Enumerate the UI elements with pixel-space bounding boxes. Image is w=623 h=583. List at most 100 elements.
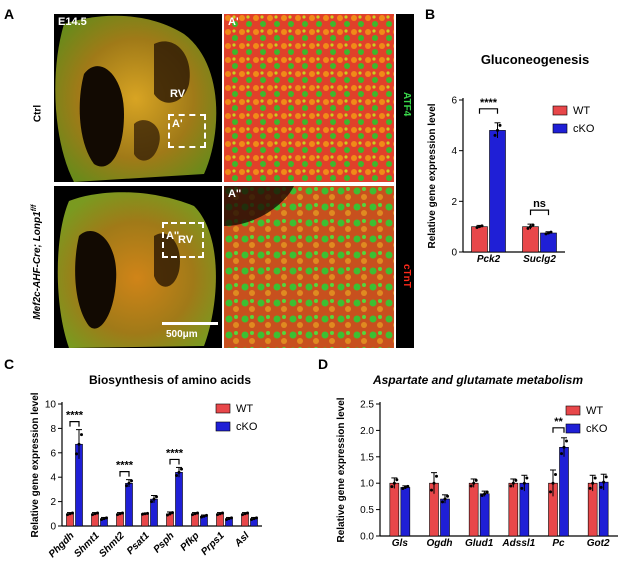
replicate-dot — [205, 513, 208, 517]
replicate-dot — [430, 488, 433, 492]
replicate-dot — [478, 225, 481, 229]
zoom-box-mutant — [162, 222, 204, 258]
replicate-dot — [246, 511, 249, 515]
replicate-dot — [141, 512, 144, 516]
x-tick-label: Glud1 — [465, 538, 494, 549]
x-tick-label: Prps1 — [199, 530, 227, 558]
replicate-dot — [221, 511, 224, 515]
legend-label-cko: cKO — [573, 123, 595, 135]
stain-label-ctnt: cTnT — [401, 264, 412, 288]
replicate-dot — [493, 133, 497, 137]
replicate-dot — [472, 481, 476, 485]
x-tick-label: Asl — [232, 530, 252, 550]
y-tick-label: 2 — [451, 197, 457, 208]
replicate-dot — [227, 517, 231, 521]
x-tick-label: Pc — [552, 538, 565, 549]
replicate-dot — [168, 512, 172, 516]
replicate-dot — [475, 226, 479, 230]
legend-swatch-cko — [215, 421, 231, 432]
legend-swatch-wt — [565, 405, 581, 416]
y-tick-label: 1.0 — [360, 479, 374, 490]
bar-cko — [440, 498, 450, 537]
bar-cko — [150, 498, 158, 527]
replicate-dot — [127, 481, 131, 485]
significance-bracket — [69, 421, 80, 427]
replicate-dot — [406, 484, 410, 488]
x-tick-label: Suclg2 — [523, 254, 556, 265]
x-tick-label: Ogdh — [426, 538, 452, 549]
zoom-label-mutant: A'' — [228, 188, 242, 200]
micrograph-ctrl-overview: E14.5 RV A' — [54, 14, 222, 182]
y-tick-label: 8 — [50, 424, 56, 435]
replicate-dot — [522, 481, 526, 485]
replicate-dot — [146, 511, 149, 515]
replicate-dot — [191, 513, 194, 517]
replicate-dot — [602, 480, 606, 484]
replicate-dot — [392, 481, 396, 485]
replicate-dot — [200, 515, 203, 519]
replicate-dot — [435, 474, 438, 478]
replicate-dot — [432, 481, 436, 485]
replicate-dot — [105, 516, 108, 520]
x-tick-label: Pck2 — [477, 254, 501, 265]
chart-title: Biosynthesis of amino acids — [89, 373, 251, 387]
replicate-dot — [216, 513, 219, 517]
chart-amino-acids: Biosynthesis of amino acids 0 2 4 6 8 10 Relati… — [30, 373, 262, 560]
significance-bracket — [552, 427, 565, 433]
replicate-dot — [155, 495, 158, 499]
legend-label-wt: WT — [236, 403, 253, 415]
significance-bracket — [119, 471, 130, 477]
replicate-dot — [250, 517, 253, 521]
panel-letter-a: A — [4, 6, 15, 22]
tissue-zoom-mutant — [224, 186, 394, 348]
bar-cko — [598, 481, 609, 537]
replicate-dot — [525, 476, 529, 480]
replicate-dot — [469, 484, 473, 488]
replicate-dot — [565, 439, 568, 443]
x-tick-label: Gls — [392, 538, 409, 549]
replicate-dot — [116, 513, 119, 517]
legend-swatch-cko — [565, 423, 581, 434]
replicate-dot — [443, 497, 447, 501]
replicate-dot — [255, 516, 258, 520]
y-tick-label: 4 — [50, 473, 56, 484]
panel-letter-d: D — [318, 356, 329, 372]
replicate-dot — [193, 512, 197, 516]
replicate-dot — [202, 514, 206, 518]
legend-label-wt: WT — [586, 405, 603, 417]
replicate-dot — [102, 517, 106, 521]
chart-title: Gluconeogenesis — [481, 52, 589, 67]
heart-section-mutant — [57, 192, 216, 348]
replicate-dot — [562, 445, 566, 449]
x-tick-label: Phgdh — [47, 530, 77, 560]
x-tick-label: Adssl1 — [501, 538, 535, 549]
significance-label: **** — [66, 410, 84, 422]
replicate-dot — [549, 230, 553, 234]
bar-cko — [175, 472, 183, 527]
replicate-dot — [218, 512, 222, 516]
replicate-dot — [441, 500, 444, 504]
replicate-dot — [591, 481, 595, 485]
y-tick-label: 10 — [45, 400, 57, 411]
bar-cko — [400, 487, 411, 537]
replicate-dot — [560, 452, 563, 456]
bar-wt — [468, 482, 479, 537]
bar-cko — [489, 130, 506, 253]
zoom-box-label-ctrl: A' — [172, 118, 183, 130]
replicate-dot — [196, 511, 199, 515]
legend-label-wt: WT — [573, 105, 590, 117]
replicate-dot — [395, 478, 399, 482]
legend-swatch-cko — [552, 123, 568, 134]
replicate-dot — [526, 226, 530, 230]
legend-label-cko: cKO — [586, 423, 608, 435]
scale-bar-label: 500μm — [166, 329, 198, 340]
y-axis-label: Relative gene expression level — [336, 397, 347, 542]
significance-bracket — [529, 209, 550, 216]
bar-wt — [522, 226, 539, 253]
x-tick-label: Shmt2 — [97, 530, 127, 560]
y-tick-label: 2.5 — [360, 400, 374, 411]
legend-label-cko: cKO — [236, 421, 258, 433]
replicate-dot — [551, 481, 555, 485]
replicate-dot — [593, 476, 597, 480]
x-tick-label: Psph — [152, 530, 177, 555]
